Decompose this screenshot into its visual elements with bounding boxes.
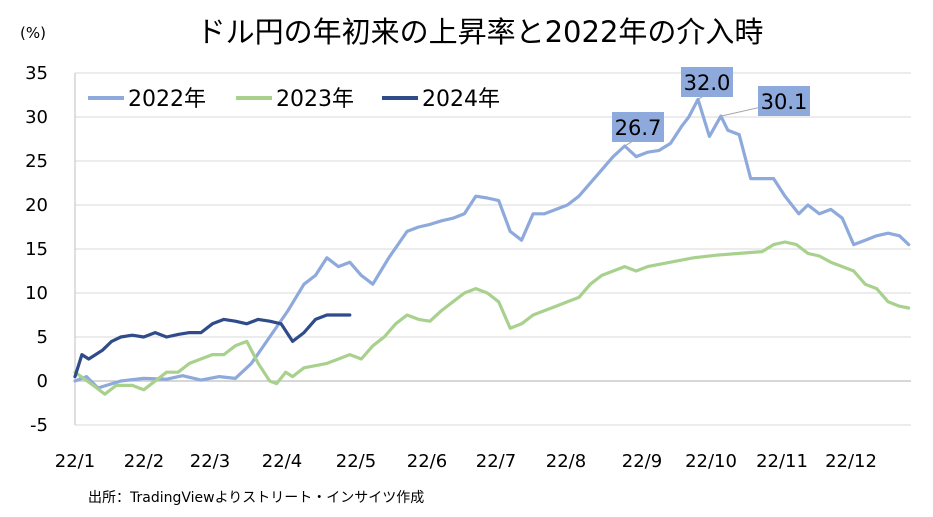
y-tick-label: -5: [30, 415, 48, 436]
source-note: 出所：TradingViewよりストリート・インサイツ作成: [88, 490, 424, 506]
x-tick-label: 22/7: [476, 451, 516, 472]
series-line-1: [73, 97, 911, 390]
x-tick-label: 22/8: [546, 451, 586, 472]
legend: 2022年 2023年 2024年: [88, 87, 500, 112]
x-tick-label: 22/9: [622, 451, 662, 472]
annotation-box: [612, 112, 664, 142]
y-tick-label: 0: [37, 371, 48, 392]
y-tick-label: 30: [25, 107, 48, 128]
x-axis-ticks: 22/1 22/2 22/3 22/4 22/5 22/6 22/7 22/8 22/9 22/1…: [55, 451, 877, 472]
y-tick-label: 20: [25, 195, 48, 216]
annotations: 26.7 32.0 30.1: [612, 67, 811, 147]
y-tick-label: 25: [25, 151, 48, 172]
y-tick-label: 10: [25, 283, 48, 304]
legend-label: 2023年: [276, 87, 354, 112]
series-lines: [73, 97, 911, 396]
x-tick-label: 22/6: [407, 451, 447, 472]
x-tick-label: 22/10: [685, 451, 737, 472]
x-tick-label: 22/3: [190, 451, 230, 472]
x-tick-label: 22/12: [825, 451, 877, 472]
legend-label: 2024年: [422, 87, 500, 112]
x-tick-label: 22/4: [262, 451, 302, 472]
legend-label: 2022年: [128, 87, 206, 112]
series-line-2: [73, 240, 911, 396]
x-tick-label: 22/1: [55, 451, 95, 472]
y-axis-unit: (%): [20, 24, 46, 42]
chart-title: ドル円の年初来の上昇率と2022年の介入時: [197, 15, 764, 49]
y-tick-label: 15: [25, 239, 48, 260]
series-line-3: [73, 313, 352, 379]
x-tick-label: 22/2: [124, 451, 164, 472]
gridlines: [74, 72, 911, 426]
y-tick-label: 35: [25, 63, 48, 84]
annotation-box: [758, 86, 810, 116]
x-tick-label: 22/11: [756, 451, 808, 472]
y-tick-label: 5: [37, 327, 48, 348]
x-tick-label: 22/5: [336, 451, 376, 472]
annotation-box: [681, 67, 733, 97]
annotation-label: 32.0: [684, 71, 731, 95]
y-axis-ticks: -5 0 5 10 15 20 25 30 35: [25, 63, 48, 436]
annotation-label: 26.7: [615, 116, 662, 140]
annotation-label: 30.1: [761, 90, 808, 114]
